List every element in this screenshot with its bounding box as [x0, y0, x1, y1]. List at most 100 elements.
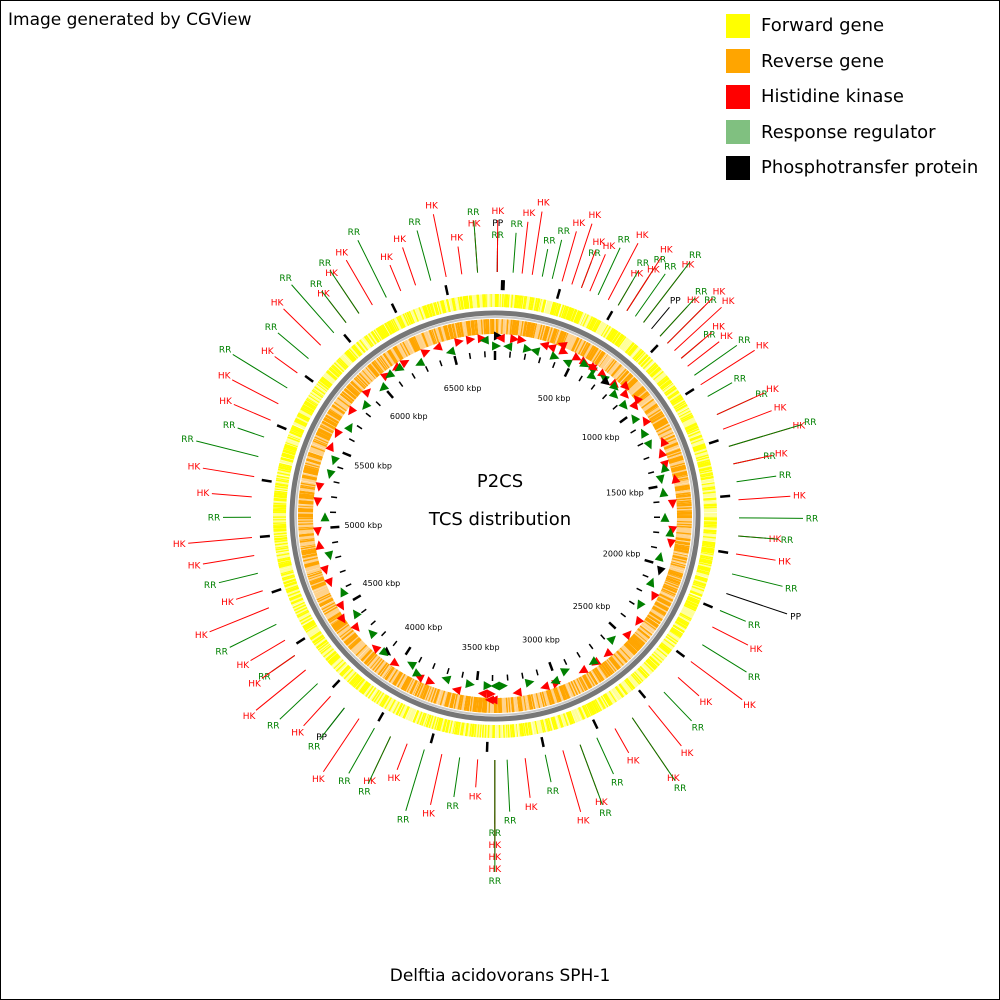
tick-label: 4500 kbp [363, 579, 401, 588]
reverse-gene-mark [639, 625, 653, 636]
annotation-spoke [614, 728, 630, 754]
forward-gene-mark [378, 326, 387, 339]
reverse-gene-mark [637, 628, 650, 640]
reverse-gene-mark [298, 527, 314, 531]
forward-gene-mark [293, 604, 307, 612]
reverse-gene-mark [616, 369, 628, 382]
reverse-gene-mark [432, 328, 439, 344]
forward-gene-mark [316, 383, 328, 393]
forward-gene-mark [293, 602, 306, 610]
reverse-gene-mark [648, 612, 663, 622]
annotation-label: HK [577, 816, 591, 826]
forward-gene-mark [392, 318, 400, 331]
forward-gene-mark [382, 696, 391, 709]
reverse-gene-mark [537, 692, 543, 708]
reverse-gene-mark [304, 563, 320, 570]
forward-gene-mark [665, 387, 677, 397]
annotation-spoke [571, 223, 593, 285]
forward-gene-mark [696, 571, 709, 577]
reverse-gene-mark [628, 382, 642, 394]
forward-gene-mark [387, 320, 396, 334]
tcs-marker [660, 437, 670, 448]
reverse-gene-mark [415, 334, 424, 350]
forward-gene-mark [685, 599, 699, 607]
reverse-gene-mark [675, 492, 691, 496]
tcs-marker-track [312, 331, 681, 705]
reverse-gene-mark [516, 320, 520, 336]
forward-gene-mark [307, 396, 319, 405]
forward-gene-mark [446, 298, 451, 313]
reverse-gene-mark [614, 652, 626, 665]
reverse-gene-mark [299, 494, 315, 498]
minor-tick [356, 424, 363, 430]
reverse-gene-mark [628, 381, 641, 394]
reverse-gene-mark [550, 688, 557, 704]
forward-gene-mark [390, 319, 399, 332]
reverse-gene-mark [565, 334, 573, 349]
reverse-gene-mark [645, 405, 660, 416]
reverse-gene-mark [652, 417, 667, 427]
reverse-gene-mark [529, 322, 535, 338]
legend-label-reverse-gene: Reverse gene [761, 50, 885, 72]
minor-tick [578, 375, 583, 382]
forward-gene-mark [359, 681, 369, 694]
major-tick [548, 661, 554, 672]
legend-item-histidine-kinase: Histidine kinase [726, 79, 978, 115]
reverse-gene-mark [416, 682, 424, 698]
forward-gene-mark [579, 706, 587, 719]
reverse-gene-mark [463, 695, 468, 711]
annotation-spoke [322, 718, 360, 773]
reverse-gene-mark [556, 686, 563, 702]
forward-gene-mark [510, 294, 514, 308]
reverse-gene-mark [448, 324, 454, 340]
forward-gene-mark [451, 298, 456, 312]
annotation-label: HK [388, 774, 402, 784]
forward-gene-mark [415, 308, 422, 321]
forward-gene-mark [360, 338, 370, 350]
forward-gene-mark [274, 542, 288, 546]
forward-gene-mark [388, 320, 397, 333]
reverse-gene-mark [469, 696, 473, 712]
forward-gene-mark [684, 602, 698, 609]
reverse-gene-mark [674, 546, 690, 551]
reverse-gene-mark [418, 333, 426, 349]
reverse-gene-mark [674, 481, 690, 486]
forward-gene-mark [582, 705, 590, 718]
annotation-spoke [405, 749, 425, 811]
tcs-marker [319, 564, 329, 575]
forward-gene-mark [655, 374, 667, 384]
forward-gene-mark [566, 711, 573, 725]
tcs-marker [635, 615, 645, 626]
forward-gene-mark [528, 721, 533, 736]
annotation-spoke [261, 655, 296, 679]
reverse-gene-mark [403, 340, 413, 355]
forward-gene-mark [613, 333, 623, 346]
forward-gene-mark [625, 678, 635, 690]
annotation-label: RR [734, 374, 747, 384]
reverse-gene-mark [359, 647, 371, 660]
tick-label: 6500 kbp [444, 384, 482, 393]
reverse-gene-mark [668, 570, 683, 577]
reverse-gene-mark [365, 366, 377, 380]
tcs-marker [490, 681, 500, 691]
reverse-gene-mark [651, 414, 665, 424]
forward-gene-mark [331, 364, 343, 375]
reverse-gene-mark [388, 669, 399, 683]
forward-gene-mark [420, 306, 427, 320]
forward-gene-mark [290, 428, 303, 436]
forward-gene-mark [277, 471, 291, 476]
reverse-gene-mark [425, 330, 433, 346]
reverse-gene-mark [419, 333, 427, 348]
forward-gene-mark [671, 626, 684, 636]
reverse-gene-mark [347, 636, 360, 648]
reverse-gene-mark [641, 622, 655, 633]
forward-gene-mark [443, 299, 449, 313]
forward-gene-mark [665, 635, 677, 645]
annotation-spoke [700, 349, 755, 386]
reverse-gene-mark [298, 504, 314, 508]
forward-gene-mark [671, 397, 684, 407]
reverse-gene-mark [609, 363, 621, 376]
forward-gene-mark [624, 341, 635, 354]
forward-gene-mark [648, 364, 659, 375]
reverse-gene-mark [451, 323, 457, 339]
